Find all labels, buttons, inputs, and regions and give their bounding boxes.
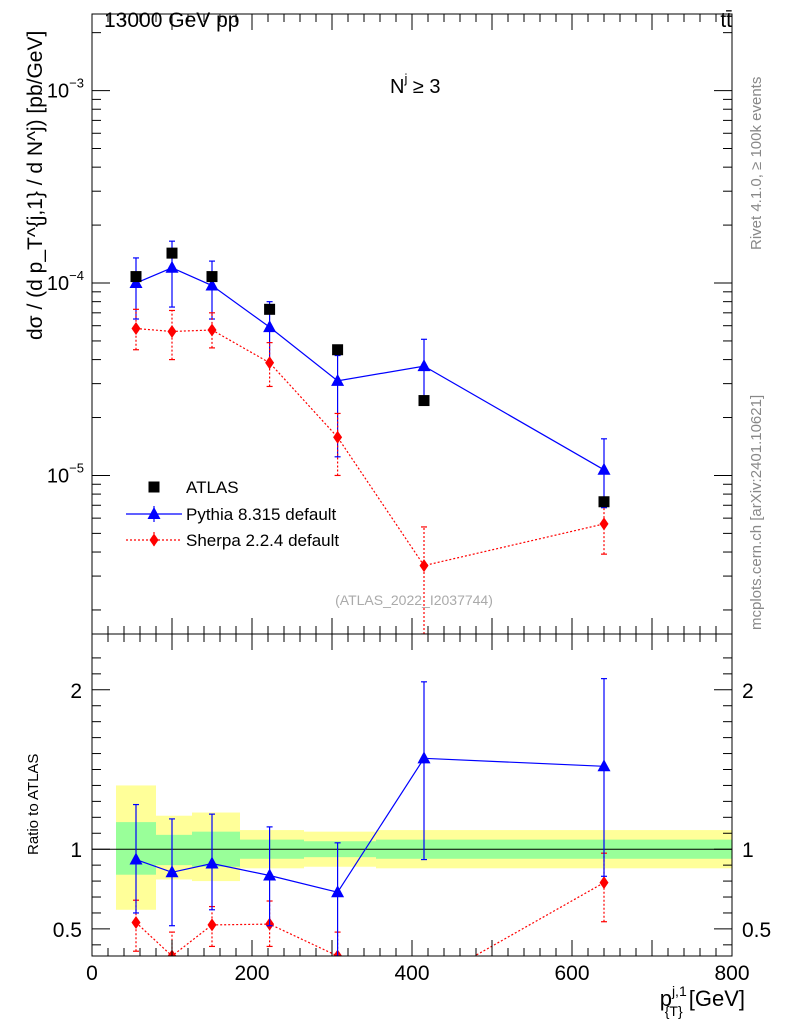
ratio-y-tick-label-right: 2: [742, 680, 754, 703]
legend-marker-sherpa: [149, 533, 159, 547]
main-y-tick-label: 10−5: [47, 460, 84, 487]
sherpa-point: [599, 517, 609, 531]
main-y-axis-label: dσ / (d p_T^{j,1} / d N^j) [pb/GeV]: [24, 31, 47, 340]
ratio-sherpa-line: [135, 882, 605, 956]
legend: ATLAS Pythia 8.315 default Sherpa 2.2.4 de…: [126, 478, 339, 550]
ratio-pythia-point: [205, 856, 219, 869]
ratio-y-tick-label-left: 0.5: [53, 919, 82, 942]
ratio-pythia-point: [597, 759, 611, 772]
main-y-tick-label: 10−3: [47, 76, 84, 103]
ratio-x-tick-label: 200: [234, 962, 269, 985]
ratio-pythia-point: [129, 852, 143, 865]
process-label: tt̄: [720, 9, 732, 32]
atlas-point: [332, 344, 344, 356]
sherpa-point: [167, 324, 177, 338]
ratio-y-tick-label-left: 2: [70, 680, 82, 703]
sherpa-point: [265, 356, 275, 370]
pythia-point: [417, 359, 431, 372]
ratio-pythia-point: [331, 885, 345, 898]
atlas-point: [418, 395, 430, 407]
ratio-y-tick-label-left: 1: [70, 839, 82, 862]
pythia-point: [263, 320, 277, 333]
mcplots-label: mcplots.cern.ch [arXiv:2401.10621]: [748, 395, 765, 630]
pythia-point: [331, 373, 345, 386]
sherpa-point: [419, 559, 429, 573]
ratio-x-tick-label: 400: [394, 962, 429, 985]
sherpa-point: [333, 430, 343, 444]
legend-marker-atlas: [148, 481, 160, 493]
ratio-y-tick-label-right: 0.5: [742, 919, 771, 942]
x-axis-label: pj,1 {T} [GeV]: [660, 983, 745, 1019]
legend-marker-pythia: [147, 507, 161, 519]
atlas-point: [166, 247, 178, 259]
pythia-line: [135, 267, 605, 471]
ratio-sherpa-point: [207, 918, 217, 932]
ratio-inner-band: [156, 834, 192, 866]
sherpa-point: [207, 323, 217, 337]
sherpa-point: [131, 322, 141, 336]
atlas-point: [206, 271, 218, 283]
analysis-label: (ATLAS_2022_I2037744): [335, 592, 493, 608]
atlas-point: [130, 271, 142, 283]
ratio-pythia-point: [263, 868, 277, 881]
pythia-point: [597, 462, 611, 475]
main-y-tick-label: 10−4: [47, 268, 84, 295]
ratio-pythia-point: [165, 865, 179, 878]
ratio-y-axis-label: Ratio to ATLAS: [25, 754, 42, 855]
ratio-x-tick-label: 800: [714, 962, 749, 985]
legend-label: Pythia 8.315 default: [186, 505, 337, 524]
atlas-point: [598, 496, 610, 508]
ratio-x-tick-label: 600: [554, 962, 589, 985]
ratio-y-tick-label-right: 1: [742, 839, 754, 862]
legend-label: ATLAS: [186, 478, 239, 497]
ratio-frame: [91, 633, 733, 957]
ratio-x-tick-label: 0: [86, 962, 98, 985]
pythia-point: [205, 278, 219, 291]
ratio-sherpa-point: [599, 876, 609, 890]
main-panel: 10−5 10−4 10−3 Nj ≥ 3 (ATLAS_2022_I2037744…: [47, 13, 733, 635]
pythia-point: [165, 260, 179, 273]
ratio-sherpa-point: [131, 916, 141, 930]
rivet-label: Rivet 4.1.0, ≥ 100k events: [748, 77, 765, 250]
ratio-panel: 0.5 0.5 1 1 2 2 0 200 400 600 800: [53, 633, 771, 985]
ratio-pythia-point: [417, 751, 431, 764]
atlas-point: [264, 303, 276, 315]
main-title: Nj ≥ 3: [390, 71, 441, 98]
legend-label: Sherpa 2.2.4 default: [186, 531, 339, 550]
